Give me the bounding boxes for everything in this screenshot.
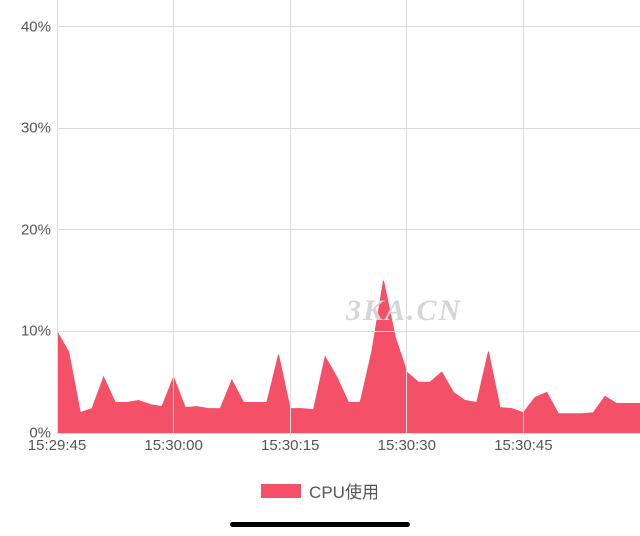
gridline-h — [57, 229, 640, 230]
legend-item-cpu: CPU使用 — [261, 478, 379, 503]
plot-area: 0%10%20%30%40%15:29:4515:30:0015:30:1515… — [57, 0, 640, 433]
x-axis-label: 15:30:45 — [494, 437, 552, 454]
x-axis-label: 15:29:45 — [28, 437, 86, 454]
legend-label: CPU使用 — [309, 478, 379, 503]
y-axis-label: 30% — [21, 120, 51, 137]
x-axis-label: 15:30:30 — [378, 437, 436, 454]
home-indicator — [230, 522, 410, 527]
gridline-v — [406, 0, 407, 433]
gridline-v — [290, 0, 291, 433]
gridline-h — [57, 331, 640, 332]
gridline-v — [523, 0, 524, 433]
gridline-h — [57, 128, 640, 129]
y-axis-label: 20% — [21, 221, 51, 238]
gridline-v — [57, 0, 58, 433]
y-axis-label: 40% — [21, 18, 51, 35]
area-series — [57, 0, 640, 433]
y-axis-label: 10% — [21, 323, 51, 340]
legend-swatch — [261, 484, 301, 498]
x-axis-label: 15:30:00 — [144, 437, 202, 454]
chart-legend: CPU使用 — [0, 478, 640, 503]
cpu-usage-chart: 0%10%20%30%40%15:29:4515:30:0015:30:1515… — [0, 0, 640, 536]
x-axis-label: 15:30:15 — [261, 437, 319, 454]
gridline-h — [57, 433, 640, 434]
gridline-h — [57, 26, 640, 27]
gridline-v — [173, 0, 174, 433]
